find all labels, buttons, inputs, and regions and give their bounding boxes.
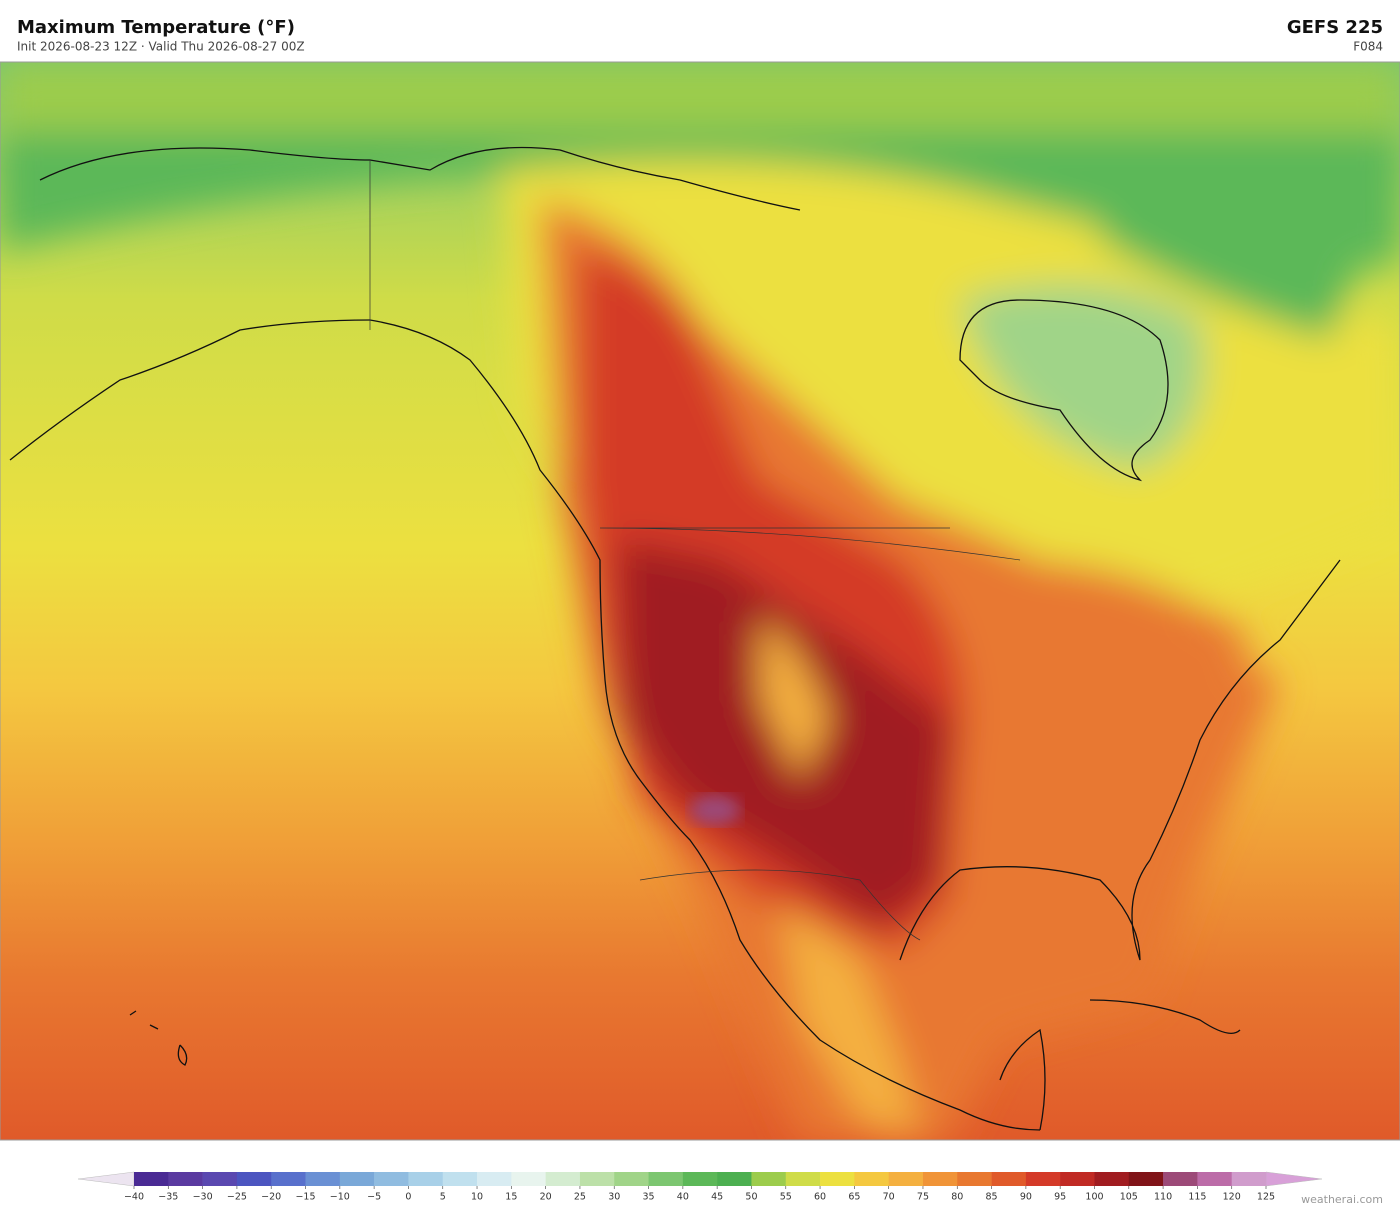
colorbar-segment — [202, 1172, 238, 1186]
colorbar-tick-label: −30 — [193, 1192, 213, 1203]
borders — [369, 160, 1021, 941]
colorbar-segment — [271, 1172, 306, 1186]
colorbar-segment — [1060, 1172, 1095, 1186]
colorbar-segment — [991, 1172, 1027, 1186]
colorbar-segment — [511, 1172, 546, 1186]
colorbar-tick-label: 120 — [1223, 1192, 1241, 1203]
colorbar-segment — [1094, 1172, 1130, 1186]
colorbar-under — [77, 1171, 135, 1187]
watermark: weatherai.com — [1301, 1193, 1383, 1206]
map-frame — [0, 61, 1400, 1141]
colorbar-tick-label: 20 — [540, 1192, 552, 1203]
colorbar-tick-label: 100 — [1085, 1192, 1103, 1203]
colorbar-segment — [408, 1172, 444, 1186]
colorbar-tick-label: 115 — [1188, 1192, 1206, 1203]
colorbar-tick-label: −5 — [367, 1192, 381, 1203]
colorbar-segment — [888, 1172, 924, 1186]
colorbar-segment — [614, 1172, 649, 1186]
colorbar-segment — [305, 1172, 341, 1186]
colorbar-tick-label: −15 — [295, 1192, 315, 1203]
model-label: GEFS 225 — [1287, 17, 1383, 38]
colorbar-tick-label: 90 — [1020, 1192, 1032, 1203]
colorbar-tick-label: 70 — [883, 1192, 895, 1203]
colorbar-tick-label: −10 — [330, 1192, 350, 1203]
colorbar-segment — [1163, 1172, 1198, 1186]
colorbar-tick-label: −35 — [158, 1192, 178, 1203]
map-title: Maximum Temperature (°F) — [17, 17, 295, 38]
colorbar-tick-label: 0 — [405, 1192, 411, 1203]
colorbar-segment — [1231, 1172, 1267, 1186]
colorbar-segment — [648, 1172, 684, 1186]
colorbar-tick-label: 85 — [986, 1192, 998, 1203]
colorbar-tick-label: 110 — [1154, 1192, 1172, 1203]
colorbar-tick-label: 75 — [917, 1192, 929, 1203]
colorbar-over — [1265, 1171, 1323, 1187]
colorbar-segment — [751, 1172, 787, 1186]
colorbar-tick-label: 65 — [848, 1192, 860, 1203]
colorbar-tick-label: 15 — [505, 1192, 517, 1203]
colorbar-segment — [236, 1172, 272, 1186]
colorbar-tick-label: −20 — [261, 1192, 281, 1203]
colorbar-tick-label: 10 — [471, 1192, 483, 1203]
colorbar-segment — [134, 1172, 169, 1186]
colorbar-segment — [1025, 1172, 1061, 1186]
colorbar-segment — [545, 1172, 581, 1186]
colorbar-tick-label: 105 — [1120, 1192, 1138, 1203]
colorbar-segment — [579, 1172, 615, 1186]
colorbar-tick-label: 35 — [642, 1192, 654, 1203]
map — [0, 62, 1400, 1140]
forecast-hour: F084 — [1353, 40, 1383, 54]
colorbar-segment — [854, 1172, 889, 1186]
colorbar-segment — [682, 1172, 718, 1186]
colorbar-tick-label: 45 — [711, 1192, 723, 1203]
colorbar-segment — [477, 1172, 512, 1186]
colorbar-segment — [820, 1172, 855, 1186]
coastlines — [9, 146, 1341, 1131]
colorbar-segment — [168, 1172, 203, 1186]
colorbar-segment — [1128, 1172, 1164, 1186]
map-subtitle: Init 2026-08-23 12Z · Valid Thu 2026-08-… — [17, 40, 305, 54]
colorbar-segment — [785, 1172, 821, 1186]
colorbar-tick-label: 125 — [1257, 1192, 1275, 1203]
colorbar-tick-label: −40 — [124, 1192, 144, 1203]
colorbar-segment — [717, 1172, 752, 1186]
colorbar-tick-label: 5 — [440, 1192, 446, 1203]
colorbar-tick-label: 30 — [608, 1192, 620, 1203]
colorbar: −40 −35 −30 −25 −20 −15 −10 −5 0 5 10 15 20 25 30 35 40 4… — [77, 1171, 1323, 1203]
colorbar-segment — [1197, 1172, 1232, 1186]
colorbar-tick-label: 60 — [814, 1192, 826, 1203]
colorbar-segment — [922, 1172, 958, 1186]
colorbar-tick-label: 95 — [1054, 1192, 1066, 1203]
colorbar-tick-label: 80 — [951, 1192, 963, 1203]
colorbar-tick-label: 25 — [574, 1192, 586, 1203]
colorbar-segment — [442, 1172, 478, 1186]
colorbar-segment — [339, 1172, 375, 1186]
colorbar-tick-label: 55 — [780, 1192, 792, 1203]
colorbar-tick-label: 50 — [745, 1192, 757, 1203]
colorbar-tick-label: −25 — [227, 1192, 247, 1203]
colorbar-segment — [957, 1172, 992, 1186]
colorbar-segment — [374, 1172, 409, 1186]
colorbar-tick-label: 40 — [677, 1192, 689, 1203]
